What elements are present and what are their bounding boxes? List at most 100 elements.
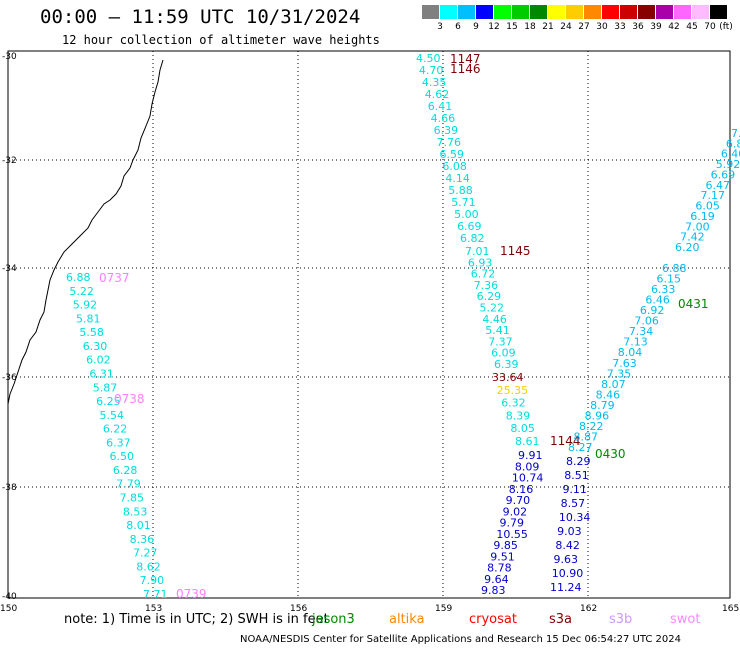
- wave-height-value: 5.87: [93, 381, 118, 394]
- legend-swatch: [692, 5, 709, 19]
- wave-height-value: 6.88: [66, 271, 91, 284]
- legend-swatch: [440, 5, 457, 19]
- satellite-name: jason3: [312, 612, 355, 627]
- wave-height-value: 5.41: [485, 324, 510, 337]
- pass-label: 0737: [99, 271, 130, 285]
- lon-tick-label: 159: [435, 604, 452, 614]
- wave-height-value: 6.05: [695, 200, 720, 213]
- wave-height-value: 6.33: [651, 283, 676, 296]
- pass-label: 1146: [450, 62, 481, 76]
- legend-label: 33: [614, 22, 626, 32]
- legend-label: 39: [650, 22, 662, 32]
- wave-height-value: 7.90: [140, 574, 165, 587]
- lon-tick-label: 156: [290, 604, 307, 614]
- legend-label: 24: [560, 22, 572, 32]
- wave-height-value: 7.35: [607, 367, 632, 380]
- wave-height-value: 9.79: [500, 517, 525, 530]
- pass-label: 1145: [500, 244, 531, 258]
- wave-height-value: 8.78: [487, 562, 512, 575]
- wave-height-value: 6.69: [711, 168, 736, 181]
- wave-height-value: 8.57: [561, 497, 586, 510]
- wave-height-value: 33.64: [492, 371, 524, 384]
- legend-swatch: [512, 5, 529, 19]
- wave-height-value: 5.71: [451, 196, 476, 209]
- wave-height-value: 8.36: [130, 533, 155, 546]
- wave-height-value: 6.15: [656, 273, 681, 286]
- wave-height-tracks: 6.885.225.925.815.586.306.026.315.876.25…: [66, 52, 740, 601]
- wave-height-value: 7.17: [700, 189, 725, 202]
- wave-height-value: 9.63: [554, 553, 579, 566]
- wave-height-value: 9.64: [484, 573, 509, 586]
- wave-height-value: 6.22: [103, 423, 128, 436]
- legend-swatch: [638, 5, 655, 19]
- lat-tick-label: -36: [2, 373, 17, 383]
- wave-height-value: 25.35: [497, 384, 528, 397]
- lon-tick-label: 165: [722, 604, 739, 614]
- wave-height-value: 7.13: [623, 336, 648, 349]
- wave-height-value: 5.81: [76, 312, 101, 325]
- legend-label: 21: [542, 22, 554, 32]
- satellite-name: s3b: [609, 612, 633, 627]
- wave-height-value: 6.28: [113, 464, 138, 477]
- wave-height-value: 8.62: [136, 560, 161, 573]
- legend-swatch: [602, 5, 619, 19]
- lat-tick-label: -34: [2, 264, 17, 274]
- legend-label: 15: [506, 22, 518, 32]
- wave-height-value: 4.14: [445, 172, 470, 185]
- wave-height-value: 6.08: [442, 160, 467, 173]
- legend-swatch: [548, 5, 565, 19]
- satellite-name: s3a: [549, 612, 573, 627]
- wave-height-value: 8.16: [509, 483, 534, 496]
- wave-height-value: 5.88: [448, 184, 473, 197]
- wave-height-value: 7.37: [488, 335, 513, 348]
- wave-height-value: 7.76: [437, 136, 462, 149]
- wave-height-value: 4.46: [482, 313, 507, 326]
- wave-height-value: 8.39: [506, 409, 531, 422]
- pass-label: 0738: [114, 392, 145, 406]
- wave-height-value: 6.8: [726, 137, 740, 150]
- wave-height-value: 9.85: [493, 539, 518, 552]
- wave-height-value: 8.04: [618, 346, 643, 359]
- wave-height-value: 8.61: [515, 435, 540, 448]
- wave-height-value: 8.79: [590, 399, 615, 412]
- wave-height-value: 8.22: [579, 420, 604, 433]
- wave-height-value: 8.53: [123, 505, 148, 518]
- wave-height-value: 6.20: [675, 241, 700, 254]
- wave-height-value: 6.19: [690, 210, 715, 223]
- legend-label: 3: [437, 22, 443, 32]
- wave-height-value: 7.00: [685, 220, 710, 233]
- lon-tick-label: 162: [580, 604, 597, 614]
- wave-height-value: 7.79: [116, 478, 141, 491]
- legend-label: 70: [704, 22, 716, 32]
- legend-swatch: [494, 5, 511, 19]
- wave-height-value: 9.11: [562, 483, 587, 496]
- wave-height-value: 6.39: [434, 124, 459, 137]
- wave-height-value: 6.40: [721, 148, 740, 161]
- legend-label: 42: [668, 22, 680, 32]
- wave-height-value: 6.30: [83, 340, 108, 353]
- legend-swatch: [656, 5, 673, 19]
- satellite-name: cryosat: [469, 612, 517, 627]
- legend-label: 27: [578, 22, 590, 32]
- wave-height-value: 8.01: [126, 519, 150, 532]
- lon-tick-label: 153: [145, 604, 162, 614]
- wave-height-value: 7.06: [634, 315, 659, 328]
- wave-height-value: 7.63: [612, 357, 637, 370]
- wave-height-value: 8.46: [596, 388, 621, 401]
- legend-swatch: [584, 5, 601, 19]
- legend-swatch: [620, 5, 637, 19]
- wave-height-value: 5.58: [79, 326, 104, 339]
- legend-label: 36: [632, 22, 644, 32]
- axis-tick-labels: 150 153 156 159 162 165 -30 -32 -34 -36 -38 -40: [0, 52, 739, 614]
- legend-label: 12: [488, 22, 500, 32]
- wave-height-value: 9.83: [481, 584, 506, 597]
- pass-label: 1147: [450, 52, 481, 66]
- wave-height-value: 5.22: [69, 285, 94, 298]
- wave-height-value: 6.93: [468, 256, 493, 269]
- wave-height-value: 8.51: [564, 469, 589, 482]
- page-subtitle: 12 hour collection of altimeter wave hei…: [62, 33, 380, 47]
- legend-unit: (ft): [719, 22, 733, 32]
- legend-label: 18: [524, 22, 536, 32]
- wave-height-value: 10.74: [512, 472, 544, 485]
